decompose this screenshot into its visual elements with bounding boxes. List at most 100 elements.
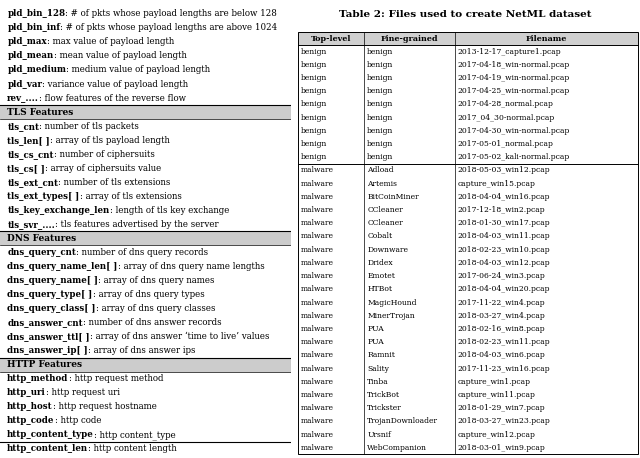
- Text: malware: malware: [301, 299, 334, 306]
- Text: TLS Features: TLS Features: [7, 108, 74, 117]
- Text: Filename: Filename: [525, 34, 567, 43]
- Text: dns_answer_ip[ ]: dns_answer_ip[ ]: [7, 346, 88, 355]
- Text: 2018-04-04_win20.pcap: 2018-04-04_win20.pcap: [458, 285, 550, 293]
- Text: malware: malware: [301, 245, 334, 254]
- Text: Top-level: Top-level: [311, 34, 351, 43]
- Text: benign: benign: [367, 140, 394, 148]
- Text: TrojanDownloader: TrojanDownloader: [367, 417, 438, 425]
- Bar: [298, 32, 638, 45]
- Text: malware: malware: [301, 444, 334, 452]
- Text: Sality: Sality: [367, 365, 389, 372]
- Text: tls_ext_types[ ]: tls_ext_types[ ]: [7, 192, 79, 201]
- Text: : array of ciphersuits value: : array of ciphersuits value: [45, 164, 161, 173]
- Text: : tls features advertised by the server: : tls features advertised by the server: [55, 220, 219, 229]
- Text: http_content_type: http_content_type: [7, 430, 94, 439]
- Text: benign: benign: [367, 153, 394, 161]
- Bar: [0, 105, 291, 119]
- Text: pld_bin_inf: pld_bin_inf: [7, 23, 60, 33]
- Text: 2018-02-23_win11.pcap: 2018-02-23_win11.pcap: [458, 338, 550, 346]
- Text: : # of pkts whose payload lengths are below 128: : # of pkts whose payload lengths are be…: [65, 9, 277, 18]
- Text: benign: benign: [367, 127, 394, 135]
- Text: rev_....: rev_....: [7, 93, 39, 103]
- Text: 2017-05-02_kali-normal.pcap: 2017-05-02_kali-normal.pcap: [458, 153, 570, 161]
- Text: malware: malware: [301, 325, 334, 333]
- Text: : http request uri: : http request uri: [46, 388, 120, 397]
- Text: tls_cs[ ]: tls_cs[ ]: [7, 164, 45, 173]
- Text: malware: malware: [301, 338, 334, 346]
- Text: malware: malware: [301, 404, 334, 412]
- Text: dns_answer_ttl[ ]: dns_answer_ttl[ ]: [7, 332, 90, 341]
- Text: malware: malware: [301, 233, 334, 240]
- Text: benign: benign: [301, 127, 327, 135]
- Text: benign: benign: [367, 100, 394, 109]
- Text: CCleaner: CCleaner: [367, 219, 403, 227]
- Text: 2013-12-17_capture1.pcap: 2013-12-17_capture1.pcap: [458, 48, 561, 56]
- Text: WebCompanion: WebCompanion: [367, 444, 428, 452]
- Bar: [0, 358, 291, 371]
- Text: : array of tls payload length: : array of tls payload length: [50, 136, 170, 145]
- Text: Artemis: Artemis: [367, 180, 397, 188]
- Text: : http request hostname: : http request hostname: [53, 402, 157, 411]
- Text: benign: benign: [367, 48, 394, 56]
- Text: Table 2: Files used to create NetML dataset: Table 2: Files used to create NetML data…: [339, 10, 592, 19]
- Text: malware: malware: [301, 193, 334, 201]
- Text: : max value of payload length: : max value of payload length: [47, 38, 174, 46]
- Text: 2018-04-03_win6.pcap: 2018-04-03_win6.pcap: [458, 351, 545, 360]
- Text: DNS Features: DNS Features: [7, 234, 76, 243]
- Text: dns_query_name_len[ ]: dns_query_name_len[ ]: [7, 262, 118, 271]
- Text: Ursnif: Ursnif: [367, 431, 391, 438]
- Text: Tinba: Tinba: [367, 378, 389, 386]
- Text: Adload: Adload: [367, 166, 394, 174]
- Text: tls_cnt: tls_cnt: [7, 121, 39, 131]
- Text: : array of dns query names: : array of dns query names: [99, 276, 215, 285]
- Text: : mean value of payload length: : mean value of payload length: [54, 51, 186, 60]
- Text: : array of dns query name lengths: : array of dns query name lengths: [118, 262, 264, 271]
- Text: : number of tls packets: : number of tls packets: [39, 121, 139, 131]
- Text: malware: malware: [301, 219, 334, 227]
- Text: benign: benign: [301, 48, 327, 56]
- Text: 2017-11-22_win4.pcap: 2017-11-22_win4.pcap: [458, 299, 545, 306]
- Text: http_code: http_code: [7, 416, 54, 425]
- Text: Trickster: Trickster: [367, 404, 402, 412]
- Text: Fine-grained: Fine-grained: [381, 34, 438, 43]
- Text: : array of dns query types: : array of dns query types: [93, 290, 204, 299]
- Text: capture_win15.pcap: capture_win15.pcap: [458, 180, 535, 188]
- Text: : array of dns query classes: : array of dns query classes: [96, 304, 215, 313]
- Text: 2018-03-27_win4.pcap: 2018-03-27_win4.pcap: [458, 312, 545, 320]
- Text: BitCoinMiner: BitCoinMiner: [367, 193, 419, 201]
- Text: : flow features of the reverse flow: : flow features of the reverse flow: [39, 93, 186, 103]
- Text: benign: benign: [367, 74, 394, 82]
- Text: malware: malware: [301, 417, 334, 425]
- Text: dns_answer_cnt: dns_answer_cnt: [7, 318, 83, 327]
- Text: TrickBot: TrickBot: [367, 391, 400, 399]
- Text: benign: benign: [301, 114, 327, 122]
- Text: 2017-04-19_win-normal.pcap: 2017-04-19_win-normal.pcap: [458, 74, 570, 82]
- Text: CCleaner: CCleaner: [367, 206, 403, 214]
- Text: benign: benign: [367, 114, 394, 122]
- Text: : # of pkts whose payload lengths are above 1024: : # of pkts whose payload lengths are ab…: [60, 23, 277, 33]
- Text: malware: malware: [301, 312, 334, 320]
- Text: PUA: PUA: [367, 325, 384, 333]
- Text: 2018-03-01_win9.pcap: 2018-03-01_win9.pcap: [458, 444, 545, 452]
- Text: malware: malware: [301, 206, 334, 214]
- Text: malware: malware: [301, 285, 334, 293]
- Text: malware: malware: [301, 272, 334, 280]
- Text: MinerTrojan: MinerTrojan: [367, 312, 415, 320]
- Text: : http content length: : http content length: [88, 444, 177, 453]
- Text: 2018-05-03_win12.pcap: 2018-05-03_win12.pcap: [458, 166, 550, 174]
- Text: Ramnit: Ramnit: [367, 351, 395, 360]
- Text: malware: malware: [301, 378, 334, 386]
- Text: malware: malware: [301, 365, 334, 372]
- Text: dns_query_type[ ]: dns_query_type[ ]: [7, 290, 93, 299]
- Text: dns_query_class[ ]: dns_query_class[ ]: [7, 304, 96, 313]
- Text: : number of dns answer records: : number of dns answer records: [83, 318, 221, 327]
- Text: malware: malware: [301, 351, 334, 360]
- Text: 2017_04_30-normal.pcap: 2017_04_30-normal.pcap: [458, 114, 555, 122]
- Text: benign: benign: [301, 153, 327, 161]
- Text: tls_len[ ]: tls_len[ ]: [7, 136, 50, 145]
- Text: malware: malware: [301, 259, 334, 267]
- Text: pld_var: pld_var: [7, 80, 42, 88]
- Text: HTBot: HTBot: [367, 285, 392, 293]
- Text: Emotet: Emotet: [367, 272, 395, 280]
- Text: http_uri: http_uri: [7, 388, 46, 397]
